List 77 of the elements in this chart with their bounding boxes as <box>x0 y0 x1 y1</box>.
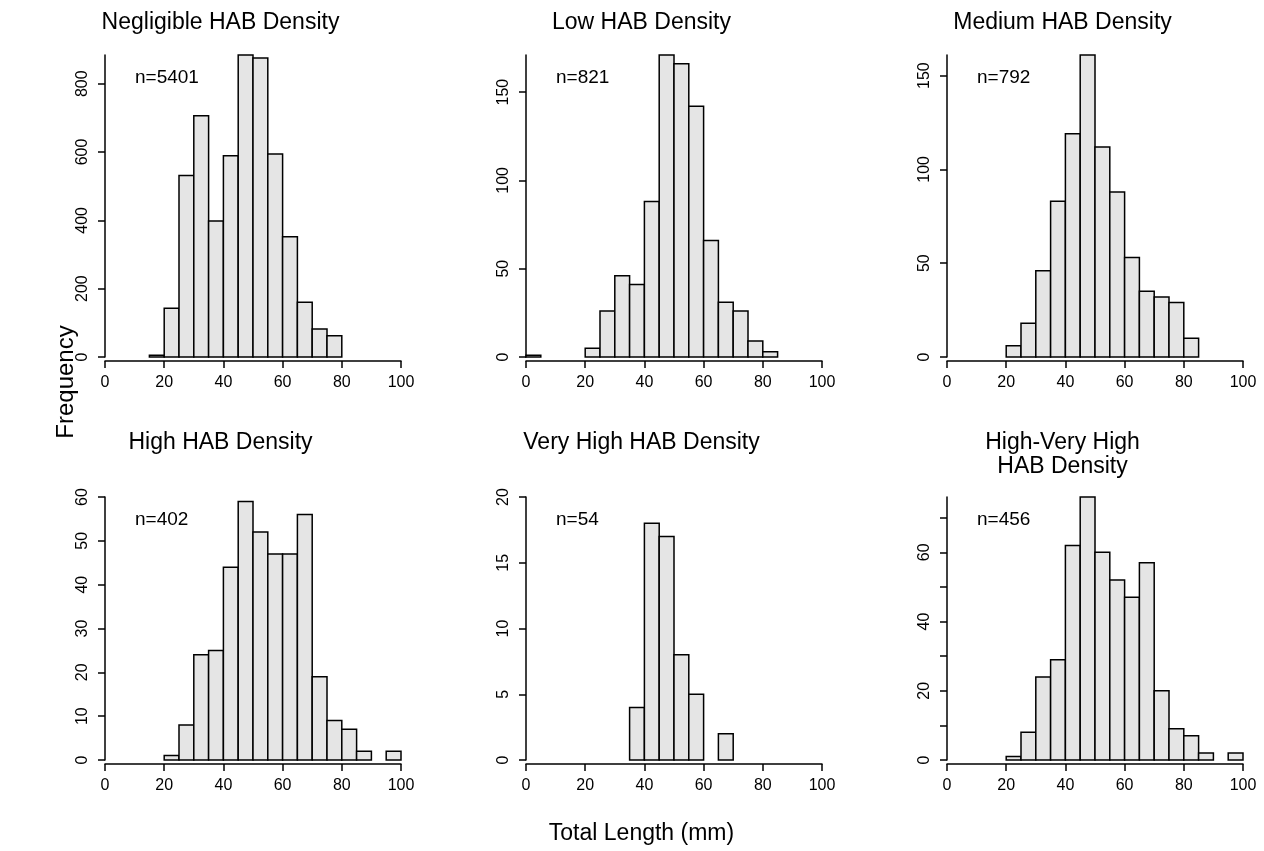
chart-title: High HAB Density <box>128 428 314 454</box>
x-tick-label: 0 <box>100 372 110 390</box>
y-tick-label: 0 <box>493 755 511 765</box>
x-tick-label: 80 <box>332 775 351 793</box>
x-tick-label: 40 <box>1056 372 1075 390</box>
annotation: n=54 <box>556 508 600 529</box>
x-tick-label: 100 <box>1229 775 1257 793</box>
x-tick-label: 0 <box>100 775 110 793</box>
x-tick-label: 100 <box>387 775 415 793</box>
x-tick-label: 40 <box>214 372 233 390</box>
x-tick-label: 40 <box>635 372 654 390</box>
y-tick-label: 5 <box>493 689 511 699</box>
y-tick-label: 0 <box>72 755 90 765</box>
x-tick-label: 40 <box>214 775 233 793</box>
chart-title: High-Very High HAB Density <box>985 428 1140 478</box>
annotation: n=5401 <box>135 66 199 87</box>
annotation: n=456 <box>977 508 1031 529</box>
y-tick-label: 400 <box>72 206 90 234</box>
chart-title: Low HAB Density <box>552 8 732 34</box>
x-tick-label: 20 <box>576 372 595 390</box>
x-tick-label: 80 <box>753 775 772 793</box>
x-tick-label: 60 <box>1115 775 1134 793</box>
x-tick-label: 60 <box>273 775 292 793</box>
y-tick-label: 200 <box>72 275 90 303</box>
x-tick-label: 80 <box>1174 372 1193 390</box>
x-tick-label: 60 <box>1115 372 1134 390</box>
x-tick-label: 100 <box>1229 372 1257 390</box>
y-tick-label: 150 <box>493 78 511 106</box>
y-tick-label: 40 <box>72 575 90 594</box>
x-tick-label: 0 <box>942 372 952 390</box>
x-tick-label: 80 <box>332 372 351 390</box>
y-tick-label: 30 <box>72 619 90 638</box>
y-tick-label: 50 <box>493 259 511 278</box>
y-tick-label: 150 <box>914 62 932 89</box>
x-tick-label: 100 <box>808 775 836 793</box>
y-tick-label: 60 <box>72 488 90 506</box>
y-tick-label: 100 <box>914 155 932 183</box>
x-tick-label: 40 <box>635 775 654 793</box>
chart-title: Negligible HAB Density <box>101 8 340 34</box>
x-tick-label: 100 <box>387 372 415 390</box>
y-tick-label: 50 <box>914 254 932 273</box>
y-tick-label: 0 <box>914 352 932 362</box>
x-tick-label: 20 <box>155 372 174 390</box>
x-tick-label: 0 <box>942 775 952 793</box>
x-tick-label: 40 <box>1056 775 1075 793</box>
annotation: n=792 <box>977 66 1031 87</box>
annotation: n=821 <box>556 66 610 87</box>
x-tick-label: 20 <box>155 775 174 793</box>
x-tick-label: 0 <box>521 775 531 793</box>
chart-title: Very High HAB Density <box>523 428 761 454</box>
y-tick-label: 100 <box>493 166 511 194</box>
x-tick-label: 60 <box>694 372 713 390</box>
x-axis-title: Total Length (mm) <box>548 818 735 845</box>
y-tick-label: 10 <box>493 619 511 638</box>
x-tick-label: 20 <box>997 372 1016 390</box>
y-tick-label: 10 <box>72 707 90 726</box>
x-tick-label: 60 <box>694 775 713 793</box>
y-tick-label: 20 <box>493 488 511 506</box>
x-tick-label: 100 <box>808 372 836 390</box>
x-tick-label: 20 <box>576 775 595 793</box>
annotation: n=402 <box>135 508 189 529</box>
x-tick-label: 80 <box>753 372 772 390</box>
y-tick-label: 60 <box>914 543 932 562</box>
y-tick-label: 15 <box>493 553 511 572</box>
x-tick-label: 0 <box>521 372 531 390</box>
y-tick-label: 600 <box>72 138 90 166</box>
y-tick-label: 50 <box>72 531 90 550</box>
x-tick-label: 60 <box>273 372 292 390</box>
y-tick-label: 20 <box>914 681 932 700</box>
chart-title: Medium HAB Density <box>953 8 1173 34</box>
x-tick-label: 20 <box>997 775 1016 793</box>
y-tick-label: 40 <box>914 612 932 631</box>
y-tick-label: 20 <box>72 663 90 682</box>
x-tick-label: 80 <box>1174 775 1193 793</box>
y-tick-label: 0 <box>493 352 511 362</box>
y-tick-label: 800 <box>72 70 90 98</box>
y-tick-label: 0 <box>914 755 932 765</box>
